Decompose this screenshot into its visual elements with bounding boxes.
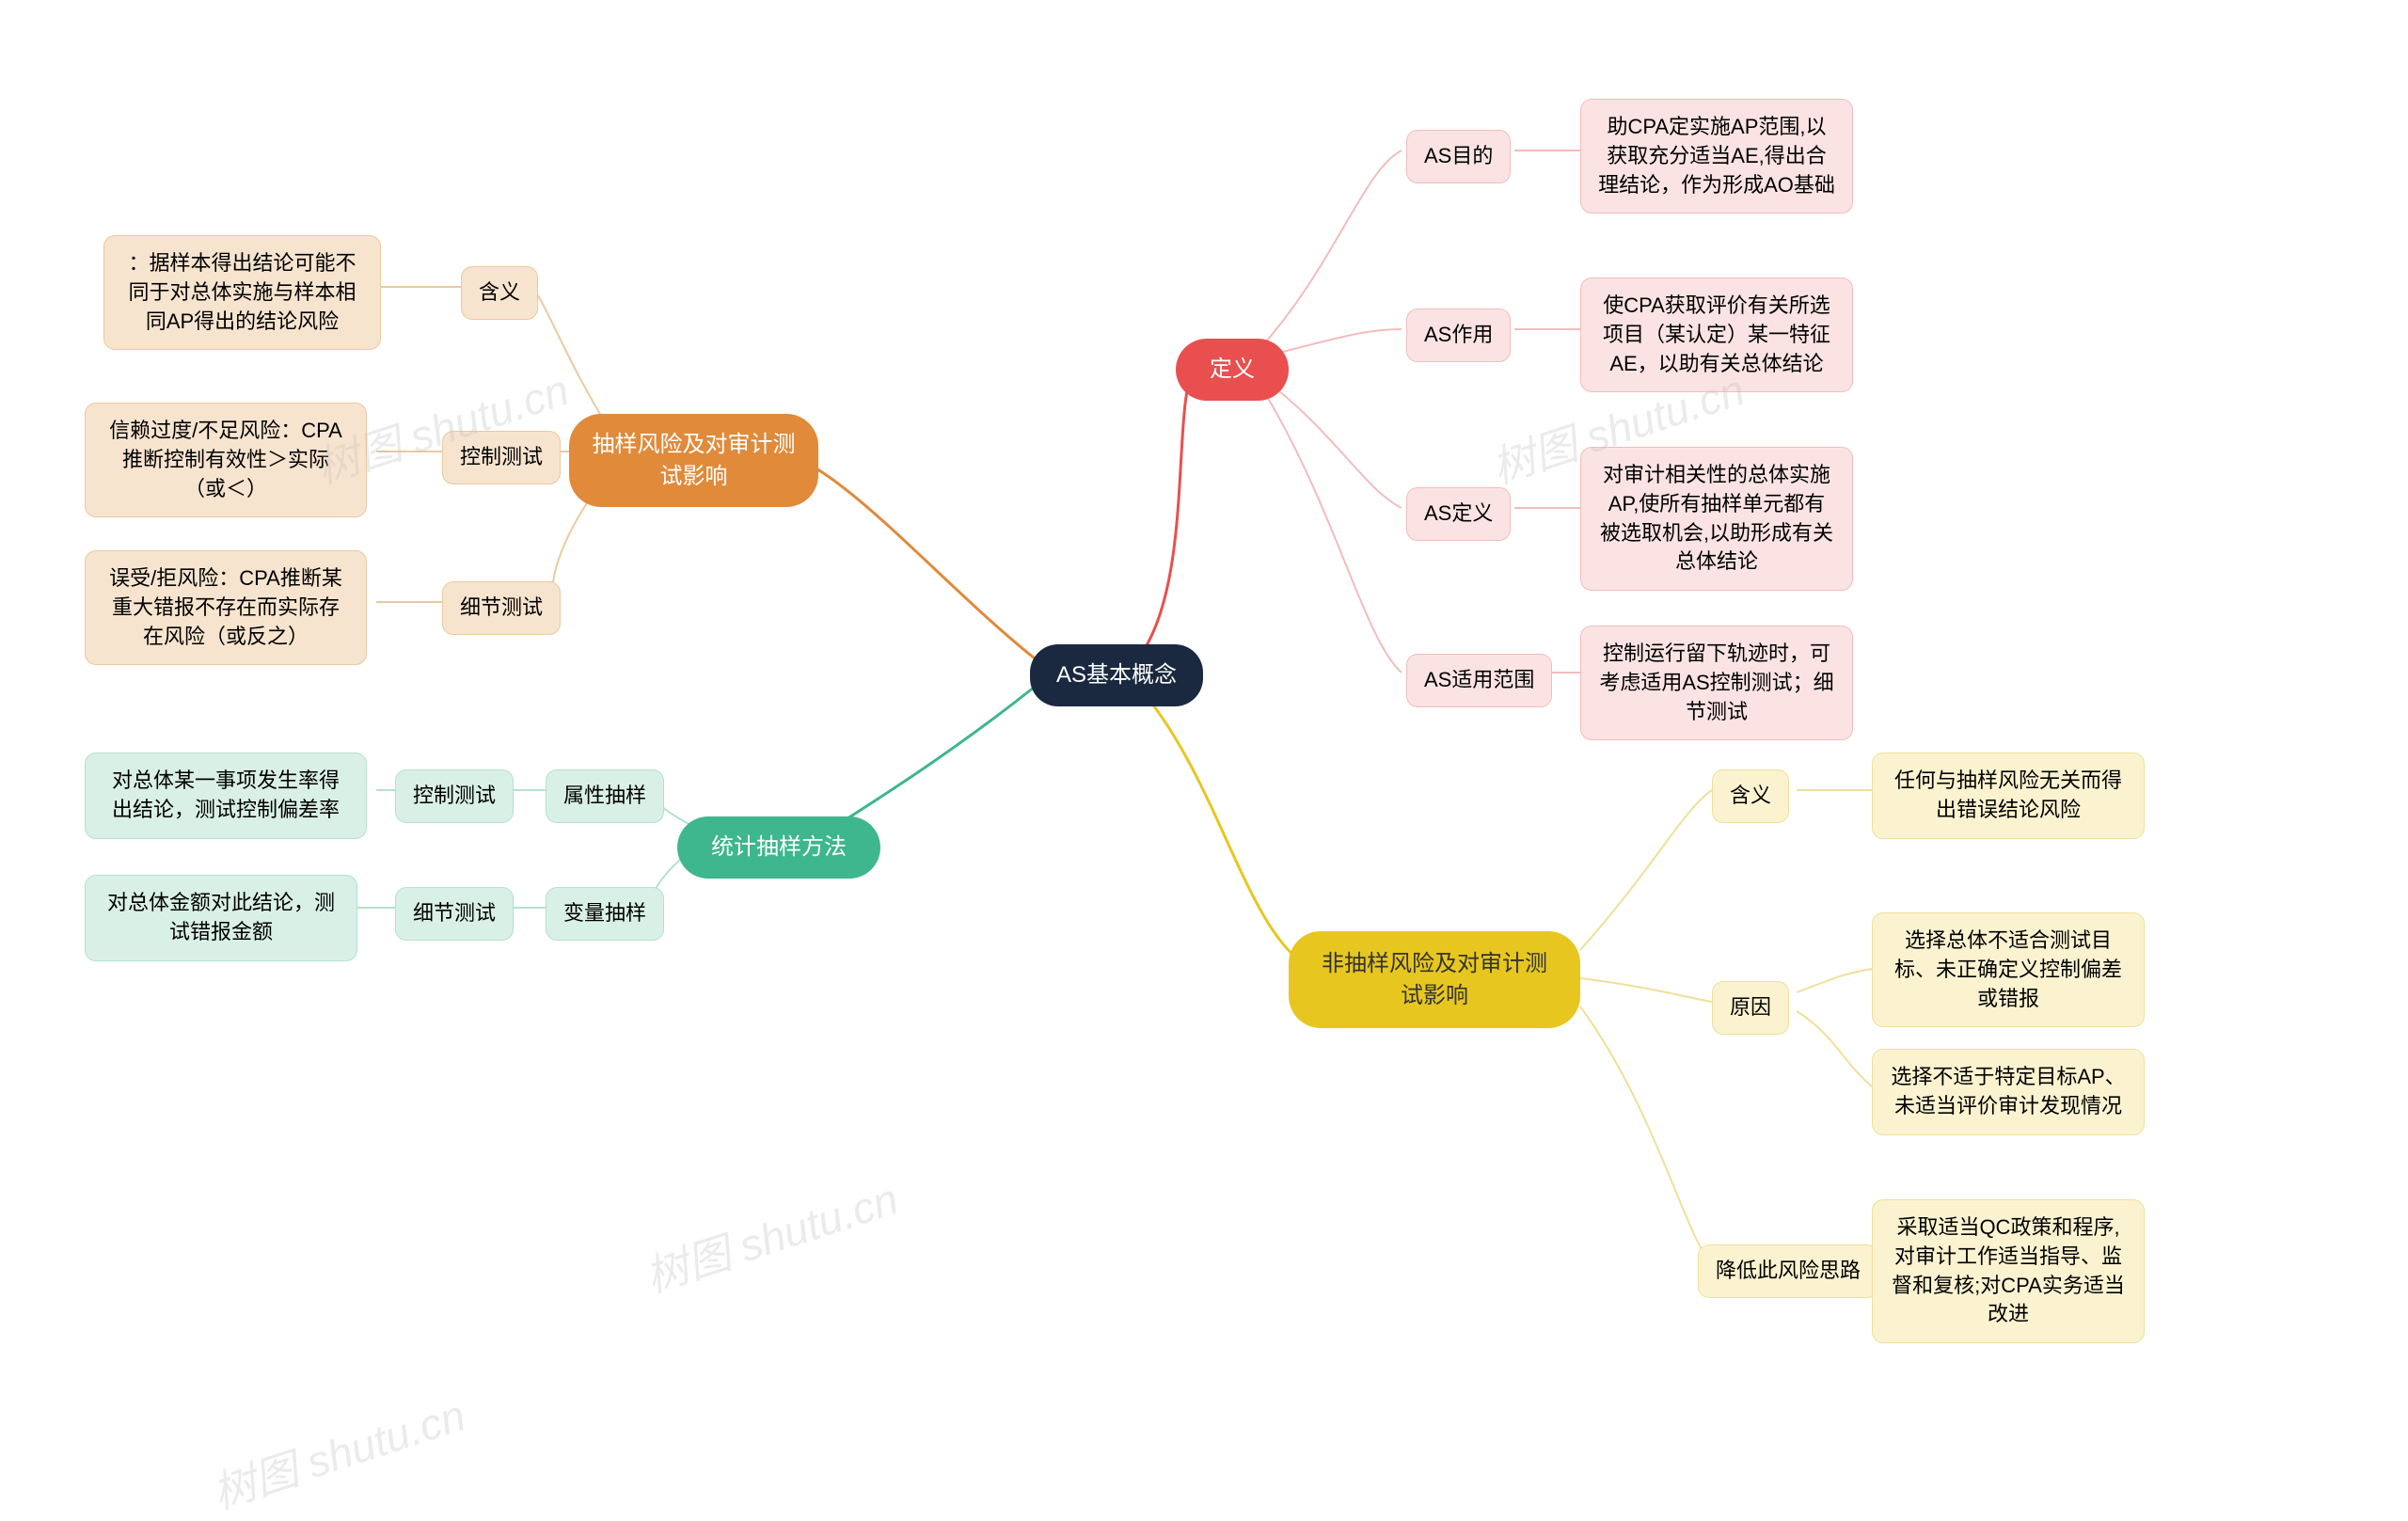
def-sub-0: AS目的 [1406, 130, 1511, 183]
stat-sub-0: 属性抽样 [546, 769, 664, 823]
def-leaf-2: 对审计相关性的总体实施AP,使所有抽样单元都有被选取机会,以助形成有关总体结论 [1580, 447, 1853, 591]
def-sub-2: AS定义 [1406, 487, 1511, 541]
nonsamp-sub-2: 降低此风险思路 [1698, 1244, 1878, 1298]
nonsamp-leaf-0: 任何与抽样风险无关而得出错误结论风险 [1872, 753, 2145, 839]
stat-leaf-1: 对总体金额对此结论，测试错报金额 [85, 875, 357, 961]
stat-leaf-0: 对总体某一事项发生率得出结论，测试控制偏差率 [85, 753, 367, 839]
samp-sub-2: 细节测试 [442, 581, 561, 635]
nonsamp-leaf-2: 采取适当QC政策和程序,对审计工作适当指导、监督和复核;对CPA实务适当改进 [1872, 1199, 2145, 1343]
branch-definition: 定义 [1176, 339, 1289, 401]
stat-mid-0: 控制测试 [395, 769, 514, 823]
nonsamp-sub-0: 含义 [1712, 769, 1789, 823]
branch-sampling: 抽样风险及对审计测试影响 [569, 414, 818, 507]
watermark: 树图 shutu.cn [204, 1382, 472, 1521]
branch-statistical: 统计抽样方法 [677, 816, 880, 879]
root-node: AS基本概念 [1030, 644, 1203, 706]
samp-leaf-0: ：据样本得出结论可能不同于对总体实施与样本相同AP得出的结论风险 [103, 235, 381, 350]
def-sub-1: AS作用 [1406, 309, 1511, 362]
samp-leaf-2: 误受/拒风险：CPA推断某重大错报不存在而实际存在风险（或反之） [85, 550, 367, 665]
def-leaf-3: 控制运行留下轨迹时，可考虑适用AS控制测试；细节测试 [1580, 626, 1853, 740]
nonsamp-leaf-1a: 选择总体不适合测试目标、未正确定义控制偏差或错报 [1872, 912, 2145, 1027]
stat-mid-1: 细节测试 [395, 887, 514, 941]
watermark: 树图 shutu.cn [637, 1165, 905, 1306]
stat-sub-1: 变量抽样 [546, 887, 664, 941]
def-sub-3: AS适用范围 [1406, 654, 1552, 707]
def-leaf-0: 助CPA定实施AP范围,以获取充分适当AE,得出合理结论，作为形成AO基础 [1580, 99, 1853, 214]
nonsamp-sub-1: 原因 [1712, 981, 1789, 1035]
nonsamp-leaf-1b: 选择不适于特定目标AP、未适当评价审计发现情况 [1872, 1049, 2145, 1135]
branch-nonsampling: 非抽样风险及对审计测试影响 [1289, 931, 1580, 1028]
samp-sub-0: 含义 [461, 266, 538, 320]
